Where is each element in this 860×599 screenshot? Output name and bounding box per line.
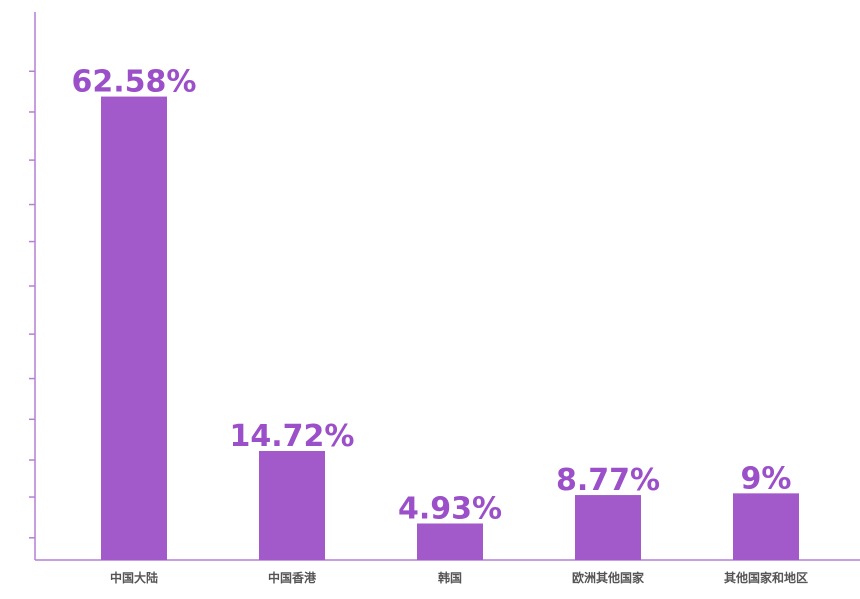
x-tick-label: 其他国家和地区 (724, 570, 808, 585)
x-tick-label: 中国香港 (268, 570, 317, 585)
value-label: 14.72% (230, 419, 355, 454)
x-tick-label: 韩国 (438, 570, 462, 585)
bar (575, 495, 641, 560)
value-label: 62.58% (72, 65, 197, 100)
value-label: 8.77% (556, 463, 660, 498)
value-label: 4.93% (398, 491, 502, 526)
bar (733, 493, 799, 560)
x-tick-label: 中国大陆 (110, 570, 158, 585)
bar (259, 450, 325, 560)
value-label: 9% (741, 461, 792, 496)
bar (101, 96, 167, 560)
bar (417, 523, 483, 560)
x-tick-label: 欧洲其他国家 (572, 570, 645, 585)
